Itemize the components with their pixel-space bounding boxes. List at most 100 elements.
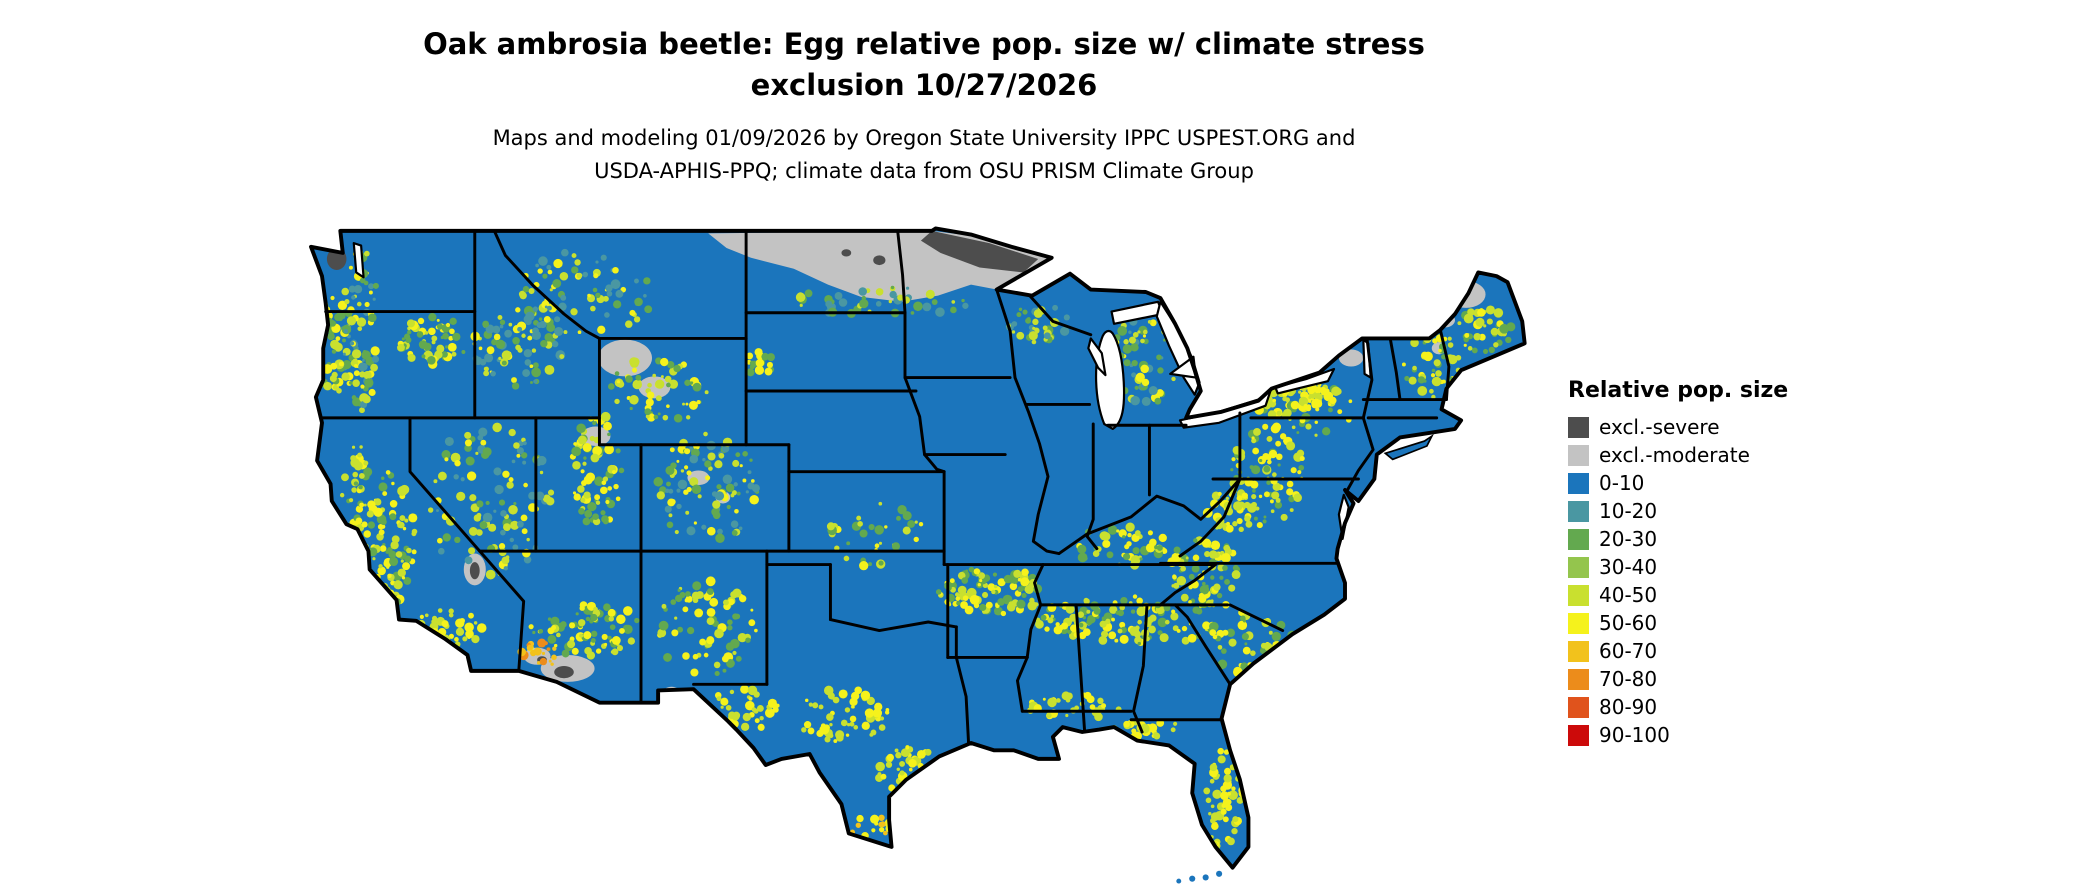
hotspot-speckle [419,614,424,619]
hotspot-speckle [1272,398,1277,403]
hotspot-speckle [1233,501,1243,511]
hotspot-speckle [357,452,363,458]
hotspot-speckle [1111,617,1115,622]
hotspot-speckle [615,448,621,454]
hotspot-speckle [351,487,357,493]
hotspot-speckle [993,584,998,589]
hotspot-speckle [653,477,663,487]
hotspot-speckle [1401,362,1406,367]
hotspot-speckle [1180,593,1189,602]
hotspot-speckle [354,538,359,543]
hotspot-speckle [740,722,750,732]
hotspot-speckle [400,559,404,563]
hotspot-speckle [528,491,537,500]
hotspot-speckle [418,340,428,349]
hotspot-speckle [956,600,961,606]
hotspot-speckle [627,637,636,645]
hotspot-speckle [1217,747,1224,755]
hotspot-speckle [629,309,636,316]
hotspot-speckle [896,767,900,771]
hotspot-speckle [1325,388,1330,394]
hotspot-speckle [367,500,376,509]
hotspot-speckle [469,494,477,502]
hotspot-speckle [556,632,561,638]
hotspot-speckle [833,739,838,743]
hotspot-speckle [528,624,534,630]
hotspot-speckle [916,749,926,759]
legend-item-label: 60-70 [1599,639,1658,663]
hotspot-speckle [499,319,506,325]
hotspot-speckle [979,603,987,611]
hotspot-speckle [1268,449,1278,459]
hotspot-speckle [666,521,674,529]
hotspot-speckle [448,612,454,618]
hotspot-speckle [462,636,468,642]
hotspot-speckle [451,351,457,357]
hotspot-speckle [866,696,875,706]
hotspot-speckle [1159,633,1169,643]
hotspot-speckle [1475,317,1485,327]
hotspot-speckle [932,782,936,786]
hotspot-speckle [508,428,516,437]
hotspot-speckle [1028,331,1038,341]
hotspot-speckle [1046,712,1052,719]
hotspot-speckle [680,469,685,473]
hotspot-speckle [348,528,353,534]
hotspot-speckle [707,452,716,461]
hotspot-speckle [1061,622,1069,630]
hotspot-speckle [523,555,532,564]
hotspot-speckle [1283,408,1292,418]
hotspot-speckle [524,359,532,366]
hotspot-speckle [594,494,601,501]
hotspot-speckle [445,345,449,349]
hotspot-speckle [716,696,722,702]
hotspot-speckle [1488,346,1495,354]
hotspot-speckle [1119,634,1129,644]
hotspot-speckle [594,476,604,486]
hotspot-speckle [347,560,351,563]
hotspot-speckle [748,619,756,627]
hotspot-speckle [899,770,905,776]
hotspot-speckle [1077,552,1088,563]
hotspot-speckle [605,499,610,505]
hotspot-speckle [1221,552,1231,563]
hotspot-speckle [353,285,363,294]
hotspot-speckle [674,594,683,603]
hotspot-speckle [601,480,607,486]
hotspot-speckle [1063,314,1070,321]
hotspot-speckle [1074,705,1080,711]
hotspot-speckle [553,258,563,269]
hotspot-speckle [503,566,509,571]
hotspot-speckle [571,266,579,274]
hotspot-speckle [703,652,709,658]
hotspot-speckle [350,558,355,563]
hotspot-speckle [1223,774,1232,783]
hotspot-speckle [544,332,553,342]
hotspot-speckle [732,588,742,598]
hotspot-speckle [550,662,554,666]
hotspot-speckle [353,481,359,486]
hotspot-speckle [702,457,706,462]
hotspot-speckle [747,470,752,475]
hotspot-speckle [1216,592,1223,599]
hotspot-speckle [1429,388,1434,394]
hotspot-speckle [1120,596,1128,605]
hotspot-speckle [1408,376,1417,385]
hotspot-speckle [1170,612,1179,621]
hotspot-speckle [549,288,553,292]
hotspot-speckle [685,595,693,603]
hotspot-speckle [352,379,360,387]
hotspot-speckle [1237,620,1248,631]
hotspot-speckle [1220,808,1227,815]
hotspot-speckle [572,491,577,495]
hotspot-speckle [655,395,662,402]
hotspot-speckle [483,366,488,371]
hotspot-speckle [333,342,343,352]
hotspot-speckle [1209,763,1218,772]
long-island [1383,433,1434,461]
hotspot-speckle [950,306,957,314]
hotspot-speckle [1077,544,1087,554]
hotspot-speckle [732,459,740,468]
hotspot-speckle [1119,621,1126,628]
hotspot-speckle [1288,662,1293,667]
